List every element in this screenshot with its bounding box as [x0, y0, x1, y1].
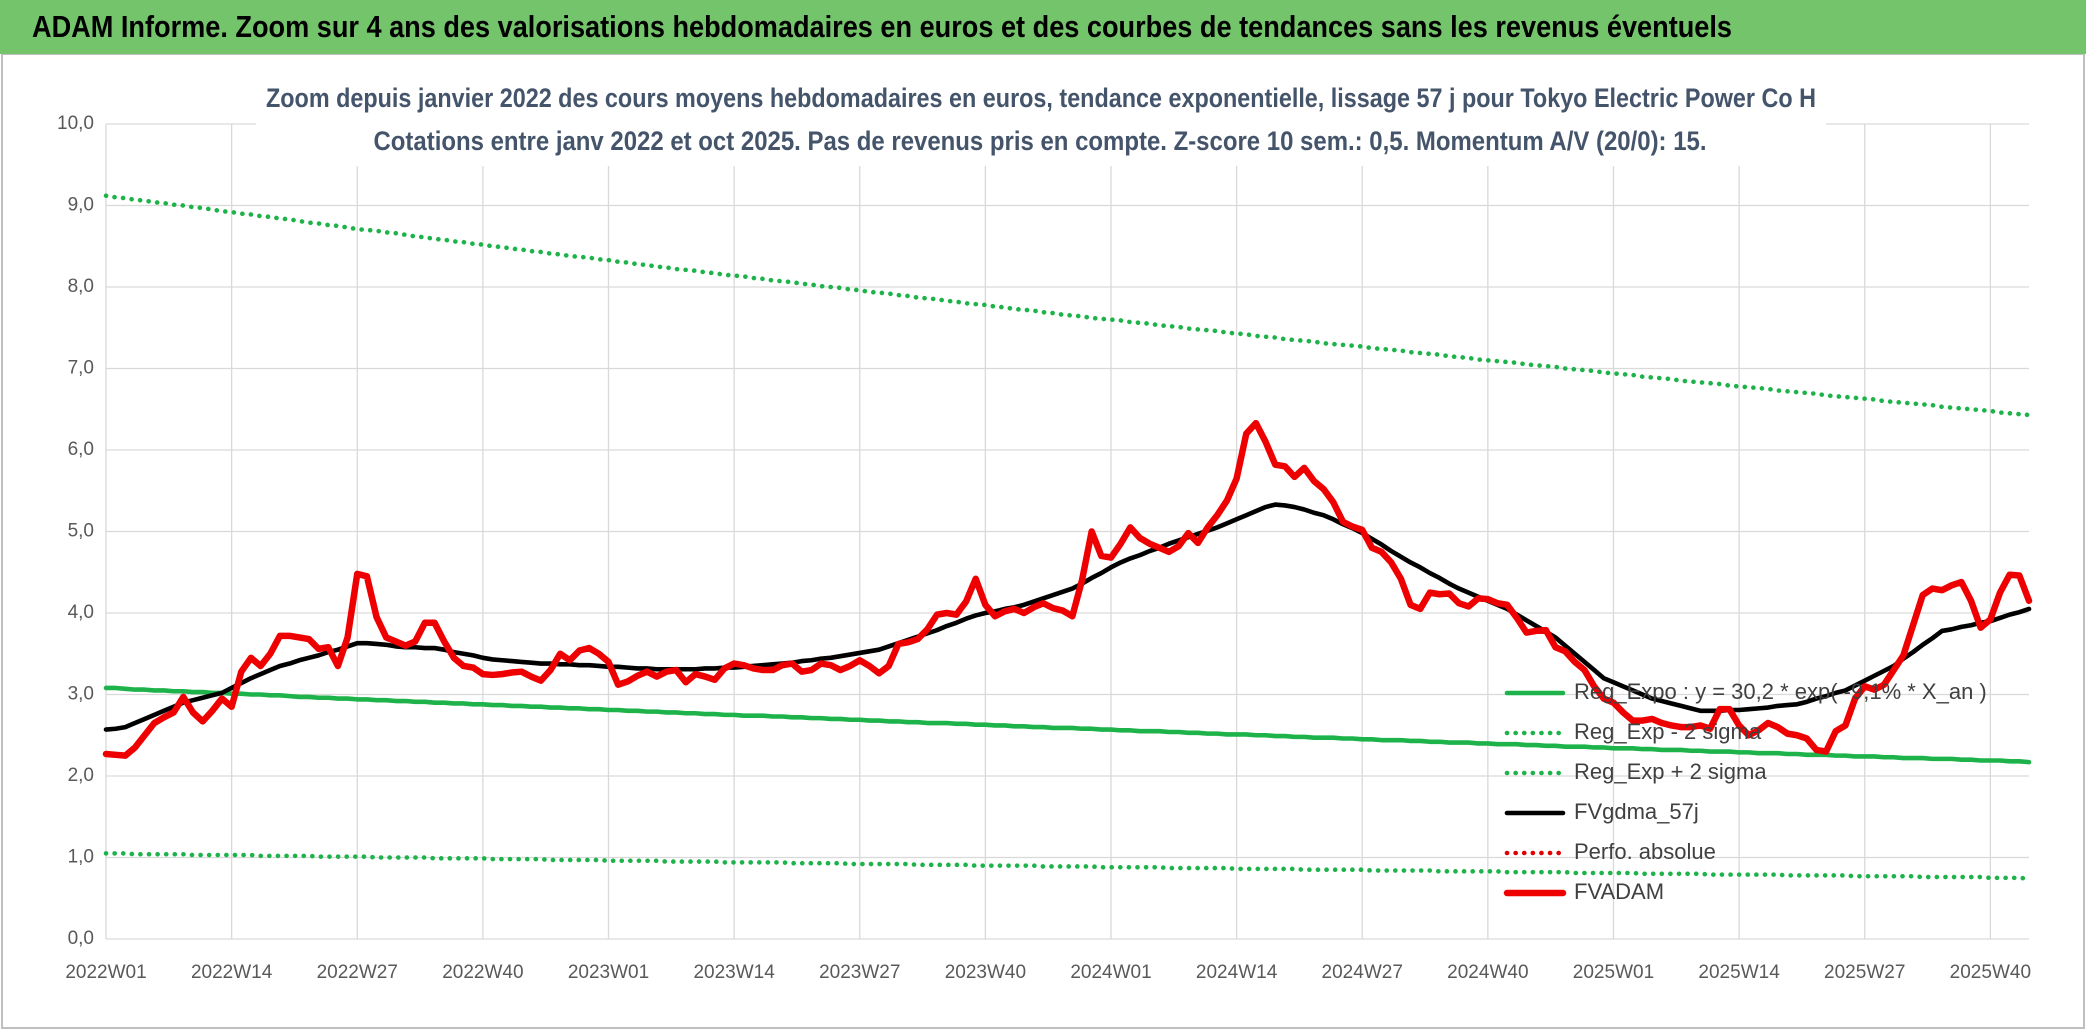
- x-tick-label: 2025W27: [1824, 962, 1905, 983]
- y-tick-label: 5,0: [68, 521, 94, 542]
- y-tick-label: 7,0: [68, 358, 94, 379]
- x-tick-label: 2022W01: [65, 962, 146, 983]
- series-line: [103, 502, 2032, 732]
- chart-title: Zoom depuis janvier 2022 des cours moyen…: [266, 83, 1816, 113]
- y-tick-label: 9,0: [68, 195, 94, 216]
- legend-label: FVgdma_57j: [1574, 799, 1699, 824]
- legend: Reg_Expo : y = 30,2 * exp( -9,1% * X_an …: [1503, 679, 1987, 904]
- x-tick-label: 2024W27: [1322, 962, 1403, 983]
- x-tick-label: 2025W40: [1950, 962, 2031, 983]
- legend-label: Reg_Exp + 2 sigma: [1574, 759, 1767, 784]
- legend-label: Perfo. absolue: [1574, 839, 1716, 864]
- x-tick-label: 2022W40: [442, 962, 523, 983]
- y-tick-label: 4,0: [68, 602, 94, 623]
- series-line: [103, 193, 2032, 418]
- legend-label: Reg_Exp - 2 sigma: [1574, 719, 1762, 744]
- y-tick-label: 1,0: [68, 847, 94, 868]
- x-tick-label: 2023W01: [568, 962, 649, 983]
- series-line: [102, 419, 2033, 759]
- x-tick-label: 2025W01: [1573, 962, 1654, 983]
- series-line: [103, 685, 2032, 765]
- x-tick-label: 2023W40: [945, 962, 1026, 983]
- y-tick-label: 10,0: [57, 113, 94, 134]
- title-background: [256, 80, 1826, 166]
- x-tick-label: 2022W27: [317, 962, 398, 983]
- y-tick-label: 6,0: [68, 439, 94, 460]
- title-group: Zoom depuis janvier 2022 des cours moyen…: [256, 80, 1826, 166]
- x-tick-label: 2023W27: [819, 962, 900, 983]
- y-tick-label: 2,0: [68, 765, 94, 786]
- x-tick-label: 2024W14: [1196, 962, 1278, 983]
- x-tick-label: 2022W14: [191, 962, 273, 983]
- series-line: [103, 851, 2032, 881]
- x-tick-label: 2025W14: [1698, 962, 1780, 983]
- header-banner: [0, 0, 2086, 54]
- chart-subtitle: Cotations entre janv 2022 et oct 2025. P…: [374, 126, 1707, 156]
- x-tick-label: 2023W14: [693, 962, 775, 983]
- y-tick-label: 3,0: [68, 684, 94, 705]
- y-tick-label: 8,0: [68, 276, 94, 297]
- legend-label: FVADAM: [1574, 879, 1664, 904]
- x-tick-label: 2024W01: [1070, 962, 1151, 983]
- legend-label: Reg_Expo : y = 30,2 * exp( -9,1% * X_an …: [1574, 679, 1987, 704]
- x-tick-label: 2024W40: [1447, 962, 1528, 983]
- header-title: ADAM Informe. Zoom sur 4 ans des valoris…: [32, 9, 1732, 44]
- y-tick-label: 0,0: [68, 928, 94, 949]
